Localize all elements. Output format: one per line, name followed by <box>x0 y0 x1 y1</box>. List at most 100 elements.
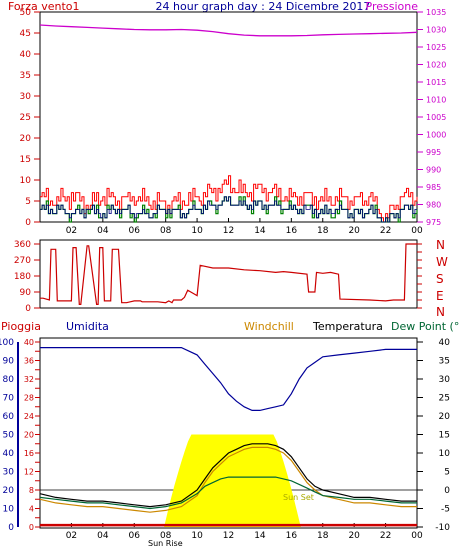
humidity-label: Umidita <box>66 320 109 333</box>
panel1-x-label: 14 <box>254 226 266 236</box>
temp-y-label: 0 <box>444 486 450 496</box>
humidity-y-label: 50 <box>3 431 15 441</box>
direction-label-n-bottom: N <box>436 305 445 319</box>
windchill-line <box>39 446 417 513</box>
direction-line <box>40 243 417 305</box>
panel1-x-label: 02 <box>66 226 77 236</box>
panel1-x-label: 20 <box>348 226 360 236</box>
pressure-y-label: 1025 <box>426 43 446 52</box>
temperature-line <box>39 443 417 508</box>
humidity-y-label: 20 <box>3 486 15 496</box>
humidity-y-label: 80 <box>3 375 15 385</box>
wind-y-label: 35 <box>20 71 31 81</box>
panel3-x-label: 06 <box>129 531 141 541</box>
temp-y-label: 35 <box>439 357 450 367</box>
panel3-x-label: 16 <box>286 531 298 541</box>
temp-y-label: 20 <box>439 412 451 422</box>
humidity-y-label: 30 <box>3 468 15 478</box>
wind-y-label: 30 <box>20 92 32 102</box>
direction-label-n-top: N <box>436 238 445 252</box>
gust-line <box>40 175 418 223</box>
temp-y-label: -5 <box>441 505 450 515</box>
humidity-y-label: 90 <box>3 357 15 367</box>
panel1-x-label: 04 <box>97 226 109 236</box>
direction-y-label: 180 <box>14 272 31 282</box>
humidity-y-label: 0 <box>8 523 14 533</box>
panel1-x-label: 12 <box>223 226 234 236</box>
direction-y-label: 90 <box>20 288 32 298</box>
rain-y-label: 20 <box>24 431 34 440</box>
pressure-y-label: 995 <box>426 148 441 157</box>
humidity-y-label: 100 <box>0 338 14 348</box>
wind-y-label: 40 <box>20 50 32 60</box>
humidity-y-label: 40 <box>3 449 15 459</box>
wind-y-label: 20 <box>20 134 32 144</box>
pressure-y-label: 1030 <box>426 26 446 35</box>
temp-y-label: 15 <box>439 431 450 441</box>
sun-fill <box>164 434 301 527</box>
wind-series <box>40 175 418 223</box>
windchill-label: Windchill <box>244 320 294 333</box>
panel3-x-label: 04 <box>97 531 109 541</box>
rain-y-label: 40 <box>24 338 34 347</box>
pressure-y-label: 990 <box>426 166 441 175</box>
temp-y-label: -10 <box>435 523 450 533</box>
panel3-x-label: 08 <box>160 531 172 541</box>
panel1-x-label: 22 <box>380 226 391 236</box>
pressure-series <box>39 24 418 37</box>
temp-y-label: 30 <box>439 375 451 385</box>
panel1-frame <box>39 11 418 223</box>
chart-title: 24 hour graph day : 24 Dicembre 2017 <box>156 0 371 13</box>
rain-y-label: 32 <box>24 375 34 384</box>
humidity-line <box>40 347 417 411</box>
wind-y-label: 45 <box>20 29 31 39</box>
panel3-x-label: 12 <box>223 531 234 541</box>
humidity-y-label: 10 <box>3 505 15 515</box>
wind-y-label: 0 <box>25 218 31 228</box>
rain-y-label: 8 <box>29 486 34 495</box>
pressure-y-label: 980 <box>426 201 441 210</box>
rain-y-label: 0 <box>29 523 34 532</box>
rain-y-label: 36 <box>24 357 34 366</box>
direction-label-w: W <box>436 255 448 269</box>
direction-label-s: S <box>436 272 444 286</box>
rain-label: Pioggia <box>1 320 41 333</box>
direction-y-label: 0 <box>25 304 31 314</box>
pressure-label: Pressione <box>366 0 419 13</box>
panel3-x-label: 02 <box>66 531 77 541</box>
panel1-x-label: 18 <box>317 226 329 236</box>
sun-area <box>164 434 301 527</box>
panel3-frame <box>39 337 418 529</box>
weather-series <box>39 347 417 527</box>
pressure-y-label: 1015 <box>426 78 446 87</box>
temp-y-label: 10 <box>439 449 451 459</box>
panel1-axes: 0510152025303540455097598098599099510001… <box>20 8 447 236</box>
pressure-y-label: 975 <box>426 218 441 227</box>
pressure-y-label: 1005 <box>426 113 446 122</box>
pressure-y-label: 1035 <box>426 8 446 17</box>
panel1-x-label: 00 <box>411 226 423 236</box>
panel2-axes: 0 90 180 270 360 <box>14 240 422 314</box>
panel3-x-label: 22 <box>380 531 391 541</box>
direction-y-label: 270 <box>14 256 31 266</box>
pressure-y-label: 985 <box>426 183 441 192</box>
temp-y-label: 25 <box>439 394 450 404</box>
panel3-x-label: 20 <box>348 531 360 541</box>
humidity-y-label: 70 <box>3 394 15 404</box>
sunset-label: Sun Set <box>283 493 314 502</box>
wind-blue-line <box>40 196 417 223</box>
rain-y-label: 28 <box>24 394 34 403</box>
wind-force-label: Forza vento1 <box>8 0 80 13</box>
panel3-x-label: 18 <box>317 531 329 541</box>
rain-y-label: 4 <box>29 505 34 514</box>
direction-label-e: E <box>436 289 444 303</box>
direction-y-label: 360 <box>14 240 31 250</box>
wind-y-label: 10 <box>20 176 32 186</box>
panel1-x-label: 10 <box>191 226 203 236</box>
wind-y-label: 15 <box>20 155 31 165</box>
direction-series <box>40 243 417 305</box>
panel1-x-label: 06 <box>129 226 141 236</box>
pressure-line <box>39 24 418 37</box>
pressure-y-label: 1010 <box>426 96 446 105</box>
